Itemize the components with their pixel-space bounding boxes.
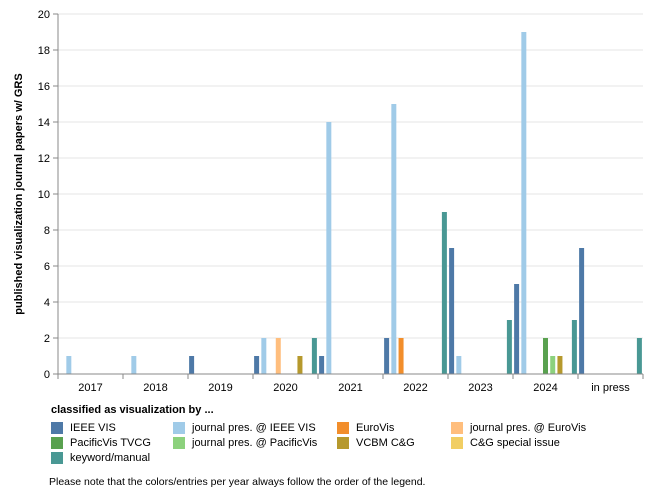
legend-label: C&G special issue: [470, 437, 560, 449]
legend-label: EuroVis: [356, 422, 395, 434]
bar: [636, 338, 642, 374]
legend-label: journal pres. @ IEEE VIS: [192, 422, 316, 434]
bars: [66, 32, 642, 374]
y-tick-label: 14: [38, 117, 50, 129]
axes: 0 2 4 6 8 10 12 14 16 18 20 2017 2018 2019 2020 2021 202…: [38, 9, 644, 394]
y-tick-label: 4: [44, 297, 50, 309]
legend-swatch: [337, 422, 349, 434]
y-tick-label: 16: [38, 81, 50, 93]
legend-swatch: [337, 437, 349, 449]
bar: [66, 356, 72, 374]
legend-item: journal pres. @ EuroVis: [451, 421, 611, 435]
bar: [311, 338, 317, 374]
legend-swatch: [173, 422, 185, 434]
legend-swatch: [51, 452, 63, 464]
legend-label: journal pres. @ PacificVis: [192, 437, 318, 449]
x-tick-label: 2019: [208, 382, 232, 394]
legend-swatch: [51, 422, 63, 434]
bar: [275, 338, 281, 374]
bar: [189, 356, 195, 374]
y-tick-label: 2: [44, 333, 50, 345]
bar: [506, 320, 512, 374]
legend: classified as visualization by ... IEEE …: [51, 404, 651, 465]
bar: [456, 356, 462, 374]
x-tick-label: 2018: [143, 382, 167, 394]
y-tick-label: 0: [44, 369, 50, 381]
x-tick-label: 2020: [273, 382, 297, 394]
bar: [571, 320, 577, 374]
bar: [514, 284, 520, 374]
legend-item: journal pres. @ IEEE VIS: [173, 421, 337, 435]
legend-title: classified as visualization by ...: [51, 404, 214, 416]
bar: [326, 122, 332, 374]
legend-label: VCBM C&G: [356, 437, 415, 449]
legend-item: C&G special issue: [451, 436, 611, 450]
bar: [131, 356, 137, 374]
x-tick-label: 2023: [468, 382, 492, 394]
bar: [521, 32, 527, 374]
legend-item: IEEE VIS: [51, 421, 173, 435]
y-axis-title: published visualization journal papers w…: [13, 73, 25, 314]
x-tick-label: 2017: [78, 382, 102, 394]
x-tick-label: 2022: [403, 382, 427, 394]
legend-item: journal pres. @ PacificVis: [173, 436, 337, 450]
legend-label: keyword/manual: [70, 452, 151, 464]
bar-chart: 0 2 4 6 8 10 12 14 16 18 20 2017 2018 2019 2020 2021 202…: [13, 9, 644, 394]
legend-item: EuroVis: [337, 421, 451, 435]
gridlines: [58, 13, 643, 375]
legend-item: keyword/manual: [51, 451, 173, 465]
y-tick-label: 10: [38, 189, 50, 201]
bar: [398, 338, 404, 374]
legend-label: PacificVis TVCG: [70, 437, 151, 449]
legend-note: Please note that the colors/entries per …: [49, 476, 426, 488]
legend-swatch: [451, 422, 463, 434]
legend-swatch: [451, 437, 463, 449]
legend-label: journal pres. @ EuroVis: [470, 422, 587, 434]
bar: [297, 356, 303, 374]
legend-swatch: [51, 437, 63, 449]
bar: [557, 356, 563, 374]
x-tick-label: 2021: [338, 382, 362, 394]
legend-item: PacificVis TVCG: [51, 436, 173, 450]
legend-label: IEEE VIS: [70, 422, 116, 434]
legend-swatch: [173, 437, 185, 449]
bar: [441, 212, 447, 374]
bar: [579, 248, 585, 374]
bar: [543, 338, 548, 374]
bar: [550, 356, 556, 374]
bar: [319, 356, 325, 374]
bar: [261, 338, 267, 374]
bar: [391, 104, 397, 374]
y-tick-label: 20: [38, 9, 50, 21]
bar: [254, 356, 260, 374]
x-tick-label: in press: [591, 382, 630, 394]
legend-items: IEEE VIS journal pres. @ IEEE VIS EuroVis j…: [51, 421, 651, 465]
x-tick-label: 2024: [533, 382, 557, 394]
y-tick-label: 12: [38, 153, 50, 165]
y-tick-label: 18: [38, 45, 50, 57]
bar: [384, 338, 390, 374]
y-tick-label: 8: [44, 225, 50, 237]
legend-item: VCBM C&G: [337, 436, 451, 450]
y-tick-label: 6: [44, 261, 50, 273]
bar: [449, 248, 455, 374]
